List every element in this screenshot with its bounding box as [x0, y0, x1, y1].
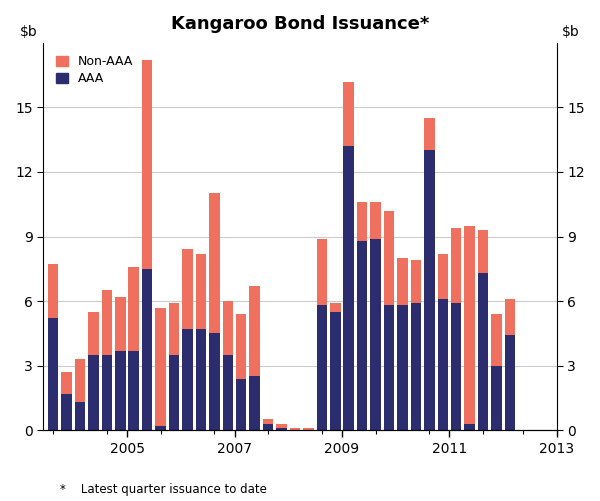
Bar — [505, 299, 515, 336]
Bar — [424, 150, 434, 430]
Bar — [196, 254, 206, 329]
Bar — [330, 312, 341, 430]
Bar — [276, 424, 287, 428]
Bar — [410, 260, 421, 303]
Bar — [397, 305, 407, 430]
Bar — [357, 202, 367, 241]
Bar — [250, 286, 260, 376]
Bar — [317, 238, 327, 305]
Title: Kangaroo Bond Issuance*: Kangaroo Bond Issuance* — [171, 15, 429, 33]
Bar — [61, 372, 72, 394]
Bar — [343, 82, 354, 146]
Bar — [142, 60, 152, 269]
Text: $b: $b — [562, 25, 580, 39]
Bar — [464, 226, 475, 424]
Bar — [343, 146, 354, 430]
Bar — [250, 376, 260, 430]
Bar — [48, 265, 58, 318]
Bar — [357, 241, 367, 430]
Bar — [491, 366, 502, 430]
Bar — [61, 394, 72, 430]
Bar — [410, 303, 421, 430]
Bar — [451, 228, 461, 303]
Bar — [75, 359, 85, 402]
Bar — [236, 314, 247, 378]
Bar — [437, 254, 448, 299]
Bar — [155, 426, 166, 430]
Bar — [101, 355, 112, 430]
Bar — [115, 351, 125, 430]
Bar — [128, 351, 139, 430]
Bar — [88, 355, 98, 430]
Bar — [330, 303, 341, 312]
Bar — [303, 428, 314, 430]
Bar — [169, 303, 179, 355]
Bar — [155, 308, 166, 426]
Text: $b: $b — [20, 25, 38, 39]
Bar — [263, 424, 274, 430]
Bar — [451, 303, 461, 430]
Legend: Non-AAA, AAA: Non-AAA, AAA — [49, 49, 140, 91]
Bar — [182, 249, 193, 329]
Bar — [384, 211, 394, 305]
Bar — [370, 202, 381, 238]
Bar — [424, 118, 434, 150]
Bar — [236, 378, 247, 430]
Bar — [276, 428, 287, 430]
Bar — [317, 305, 327, 430]
Bar — [115, 297, 125, 351]
Bar — [142, 269, 152, 430]
Bar — [397, 258, 407, 305]
Text: *    Latest quarter issuance to date: * Latest quarter issuance to date — [60, 483, 267, 496]
Bar — [491, 314, 502, 366]
Bar — [370, 238, 381, 430]
Bar — [384, 305, 394, 430]
Bar — [196, 329, 206, 430]
Bar — [478, 230, 488, 273]
Bar — [290, 428, 300, 430]
Bar — [182, 329, 193, 430]
Bar — [478, 273, 488, 430]
Bar — [223, 355, 233, 430]
Bar — [101, 290, 112, 355]
Bar — [263, 419, 274, 424]
Bar — [437, 299, 448, 430]
Bar — [88, 312, 98, 355]
Bar — [209, 193, 220, 333]
Bar — [75, 402, 85, 430]
Bar — [223, 301, 233, 355]
Bar — [209, 333, 220, 430]
Bar — [464, 424, 475, 430]
Bar — [505, 336, 515, 430]
Bar — [169, 355, 179, 430]
Bar — [48, 318, 58, 430]
Bar — [128, 267, 139, 351]
